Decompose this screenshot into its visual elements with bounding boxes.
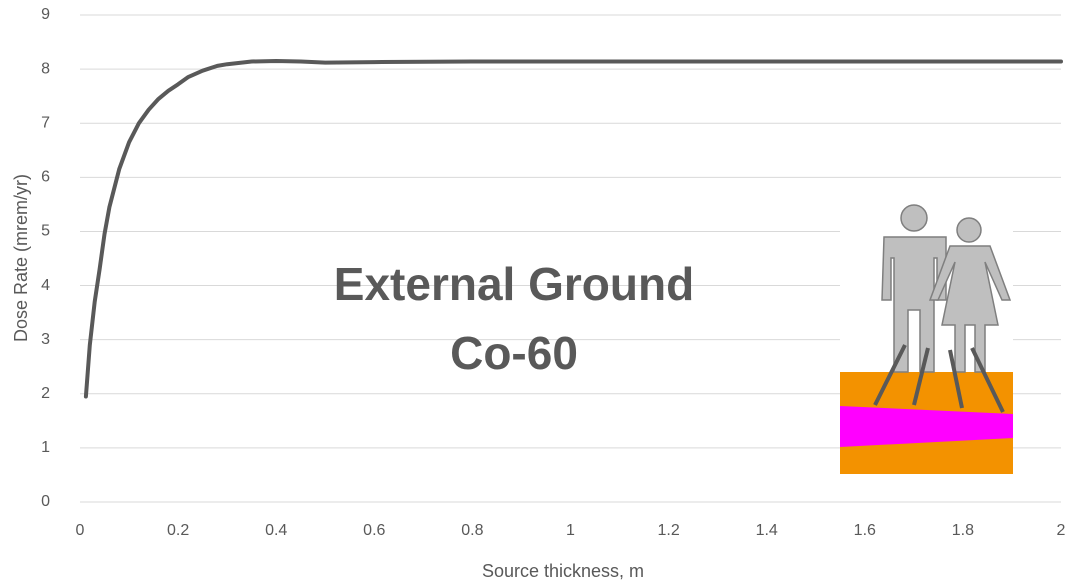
annotation: Co-60 <box>450 327 578 379</box>
x-tick-label: 2 <box>1057 522 1066 539</box>
illustration <box>840 180 1013 474</box>
line-series <box>83 59 1063 399</box>
x-axis-title: Source thickness, m <box>482 561 644 581</box>
y-tick-label: 7 <box>41 114 50 131</box>
annotation: External Ground <box>334 258 694 310</box>
source-layer <box>840 406 1013 447</box>
x-tick-label: 1.2 <box>657 522 679 539</box>
y-tick-label: 9 <box>41 6 50 23</box>
y-tick-label: 0 <box>41 493 50 510</box>
x-tick-label: 1.6 <box>854 522 876 539</box>
y-tick-label: 1 <box>41 439 50 456</box>
x-tick-label: 0 <box>76 522 85 539</box>
y-tick-label: 3 <box>41 331 50 348</box>
y-tick-label: 8 <box>41 60 50 77</box>
x-tick-label: 1.8 <box>952 522 974 539</box>
x-tick-label: 0.8 <box>461 522 483 539</box>
y-tick-label: 4 <box>41 277 50 294</box>
people <box>881 204 1012 373</box>
x-tick-label: 1 <box>566 522 575 539</box>
x-tick-label: 0.4 <box>265 522 287 539</box>
y-tick-label: 5 <box>41 223 50 240</box>
x-tick-label: 0.6 <box>363 522 385 539</box>
y-tick-label: 2 <box>41 385 50 402</box>
rays <box>873 344 1005 413</box>
x-tick-label: 1.4 <box>756 522 778 539</box>
y-tick-label: 6 <box>41 169 50 186</box>
x-tick-label: 0.2 <box>167 522 189 539</box>
y-axis-title: Dose Rate (mrem/yr) <box>11 174 31 342</box>
